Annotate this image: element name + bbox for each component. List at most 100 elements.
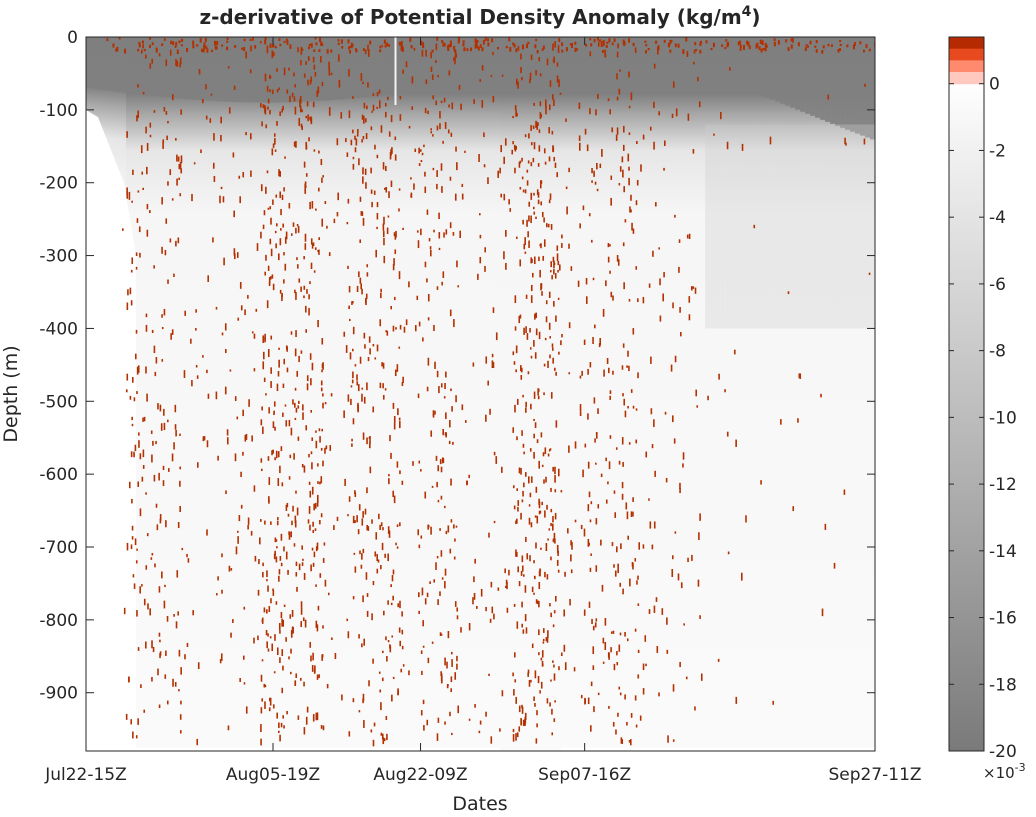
positive-speckle — [393, 422, 396, 430]
positive-speckle — [546, 574, 549, 580]
positive-speckle — [352, 301, 354, 304]
y-axis-label: Depth (m) — [0, 345, 22, 442]
positive-speckle — [191, 193, 193, 202]
positive-speckle — [512, 115, 514, 119]
positive-speckle — [133, 451, 135, 456]
surface-speckle — [409, 37, 412, 42]
positive-speckle — [396, 524, 399, 528]
positive-speckle — [667, 735, 669, 743]
surface-speckle — [243, 46, 246, 52]
surface-speckle — [204, 37, 207, 42]
colorbar-tick-label: 0 — [989, 75, 1000, 95]
positive-speckle — [315, 430, 317, 433]
positive-speckle — [311, 437, 314, 441]
positive-speckle — [601, 149, 603, 157]
positive-speckle — [172, 678, 174, 687]
positive-speckle — [213, 133, 215, 141]
positive-speckle — [671, 113, 674, 118]
positive-speckle — [309, 353, 312, 360]
positive-speckle — [296, 264, 299, 269]
surface-speckle — [830, 44, 833, 47]
positive-speckle — [653, 141, 655, 150]
positive-speckle — [833, 562, 836, 569]
positive-speckle — [456, 615, 459, 620]
positive-speckle — [149, 608, 151, 616]
positive-speckle — [235, 546, 238, 555]
positive-speckle — [295, 330, 297, 337]
x-axis: Jul22-15Z Aug05-19Z Aug22-09Z Sep07-16Z Sep2… — [44, 37, 922, 785]
positive-speckle — [492, 51, 494, 56]
field-column — [370, 37, 377, 748]
positive-speckle — [285, 637, 287, 642]
surface-gray-band — [255, 37, 262, 103]
positive-speckle — [616, 255, 619, 262]
positive-speckle — [609, 109, 611, 115]
positive-speckle — [125, 713, 128, 720]
positive-speckle — [273, 412, 275, 416]
field-column — [540, 37, 547, 751]
y-tick-label: -900 — [39, 684, 78, 704]
positive-speckle — [280, 208, 282, 216]
surface-gray-band — [375, 37, 382, 96]
surface-speckle — [647, 48, 650, 51]
positive-speckle — [372, 406, 375, 413]
positive-speckle — [445, 412, 447, 420]
positive-speckle — [530, 142, 533, 146]
positive-speckle — [283, 67, 286, 76]
positive-speckle — [423, 725, 425, 731]
positive-speckle — [135, 266, 138, 270]
positive-speckle — [136, 218, 139, 223]
positive-speckle — [521, 157, 523, 162]
surface-gray-band — [210, 37, 217, 102]
surface-speckle — [596, 37, 599, 41]
positive-speckle — [427, 293, 430, 302]
positive-speckle — [612, 370, 614, 375]
positive-speckle — [265, 630, 268, 636]
positive-speckle — [376, 106, 379, 109]
positive-speckle — [554, 489, 557, 493]
positive-speckle — [605, 280, 607, 287]
positive-speckle — [535, 312, 537, 319]
positive-speckle — [365, 133, 368, 140]
surface-speckle — [274, 46, 277, 49]
positive-speckle — [620, 737, 623, 744]
positive-speckle — [368, 49, 370, 57]
positive-speckle — [245, 51, 247, 59]
positive-speckle — [678, 266, 680, 273]
positive-speckle — [285, 420, 288, 427]
positive-speckle — [304, 619, 307, 628]
surface-speckle — [203, 42, 206, 45]
positive-speckle — [318, 150, 320, 154]
field-column — [335, 37, 342, 748]
positive-speckle — [449, 420, 451, 428]
positive-speckle — [408, 281, 410, 288]
positive-speckle — [554, 367, 556, 371]
mid-gray-patch — [855, 124, 861, 329]
surface-gray-band — [525, 37, 532, 78]
positive-speckle — [490, 74, 493, 77]
positive-speckle — [250, 530, 253, 536]
positive-speckle — [352, 163, 355, 170]
positive-speckle — [128, 481, 131, 489]
positive-speckle — [183, 370, 186, 378]
positive-speckle — [351, 438, 353, 442]
positive-speckle — [653, 419, 655, 428]
positive-speckle — [386, 733, 388, 741]
colorbar-tick-label: -18 — [989, 675, 1017, 695]
positive-speckle — [594, 181, 597, 185]
positive-speckle — [344, 478, 346, 486]
positive-speckle — [454, 193, 457, 201]
positive-speckle — [134, 538, 137, 546]
positive-speckle — [142, 417, 144, 422]
positive-speckle — [200, 149, 202, 154]
positive-speckle — [401, 611, 403, 617]
positive-speckle — [196, 462, 199, 468]
positive-speckle — [180, 700, 182, 705]
positive-speckle — [556, 559, 559, 566]
positive-speckle — [394, 154, 397, 161]
positive-speckle — [622, 144, 625, 151]
positive-speckle — [680, 582, 683, 589]
positive-speckle — [134, 353, 137, 360]
positive-speckle — [536, 515, 539, 524]
positive-speckle — [354, 147, 357, 153]
